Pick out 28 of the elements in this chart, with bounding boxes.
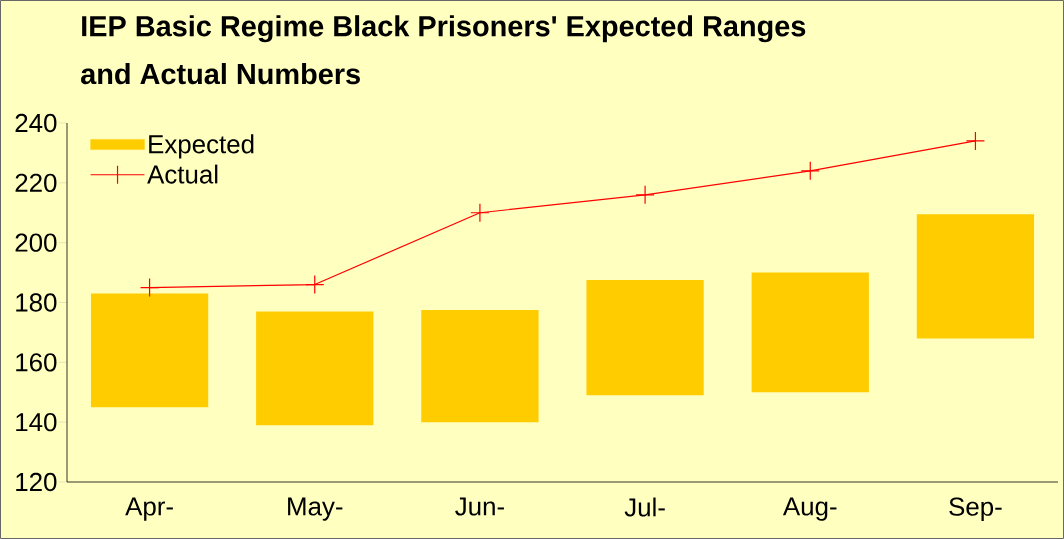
bar [256, 311, 374, 426]
point [635, 185, 655, 205]
point [965, 131, 986, 151]
y-tick-label: 180 [16, 293, 57, 312]
x-tick-label: Jul- [624, 497, 665, 517]
y-tick-label: 200 [15, 233, 57, 252]
y-tick-label: 160 [16, 353, 57, 372]
legend-label: Actual [147, 164, 218, 184]
x-tick-label: May- [288, 497, 343, 521]
chart-title: IEP Basic Regime Black Prisoners' Expected Ranges and Actual Numbers [81, 15, 806, 85]
x-tick-label: Sep- [949, 497, 1002, 521]
x-tick-label: Jun- [455, 497, 504, 516]
x-tick-label: Aug- [782, 497, 837, 521]
point [305, 274, 325, 295]
point [800, 161, 820, 181]
y-tick-label: 220 [15, 173, 57, 192]
y-tick-label: 120 [16, 472, 57, 492]
bar [751, 272, 869, 393]
point [470, 203, 490, 223]
bar [421, 309, 539, 423]
legend-label: Expected [149, 134, 254, 159]
bar [916, 214, 1035, 339]
point [139, 277, 160, 298]
bar [90, 293, 209, 408]
x-tick-label: Apr- [125, 497, 173, 521]
y-tick-label: 240 [15, 113, 57, 133]
y-tick-label: 140 [16, 412, 57, 432]
bar [586, 280, 704, 396]
